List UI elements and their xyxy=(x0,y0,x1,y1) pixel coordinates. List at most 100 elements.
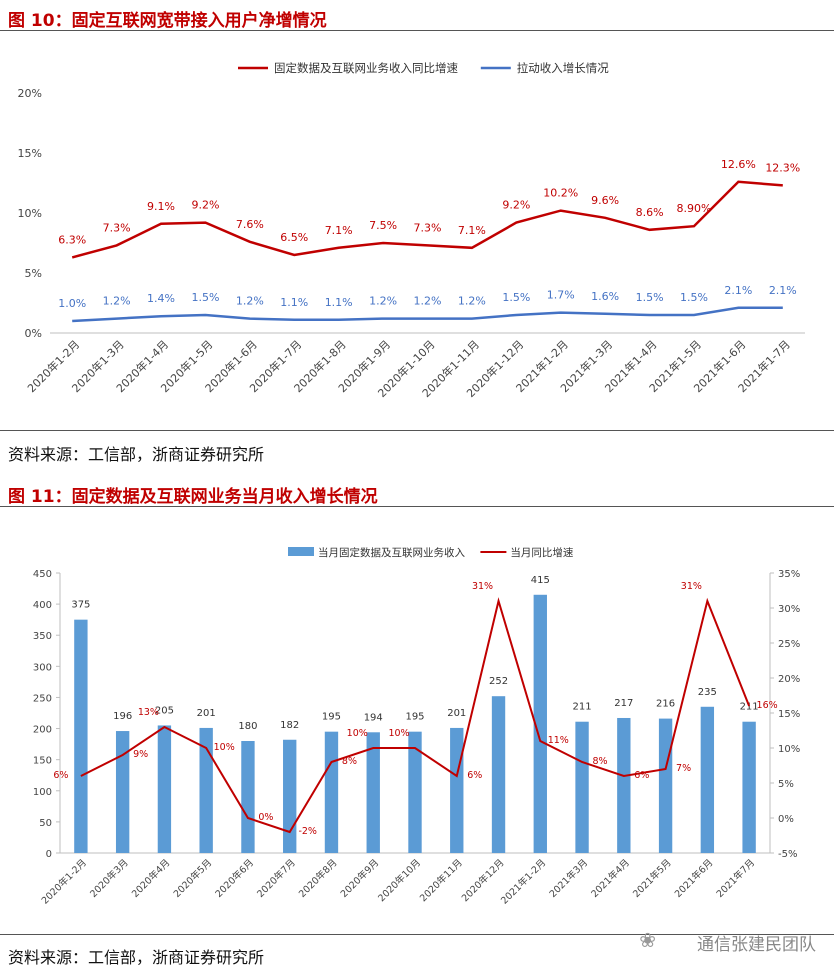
bar-value-label: 205 xyxy=(155,705,174,716)
y-right-tick-label: 35% xyxy=(778,569,800,580)
x-tick-label: 2020年3月 xyxy=(87,857,130,900)
bar-value-label: 180 xyxy=(238,721,257,732)
bar xyxy=(658,718,673,853)
x-tick-label: 2021年7月 xyxy=(714,857,757,900)
y-left-tick-label: 250 xyxy=(33,693,52,704)
growth-label: 0% xyxy=(258,812,273,823)
y-right-tick-label: -5% xyxy=(778,849,797,860)
bar xyxy=(617,717,631,853)
data-label: 12.6% xyxy=(721,158,756,171)
data-label: 1.4% xyxy=(147,292,175,305)
bar-value-label: 375 xyxy=(71,600,90,611)
bar xyxy=(491,696,506,853)
bar-value-label: 201 xyxy=(197,708,216,719)
x-tick-label: 2020年4月 xyxy=(129,857,172,900)
figure10-chart: 0%5%10%15%20%2020年1-2月2020年1-3月2020年1-4月… xyxy=(18,61,805,400)
bar xyxy=(533,594,547,853)
data-label: 12.3% xyxy=(765,161,800,174)
growth-label: 6% xyxy=(53,770,68,781)
bar xyxy=(241,741,255,853)
bar-value-label: 196 xyxy=(113,711,132,722)
growth-label: -2% xyxy=(298,826,317,837)
x-tick-label: 2021年1-2月 xyxy=(498,857,548,907)
y-left-tick-label: 200 xyxy=(33,725,52,736)
legend-bar-swatch xyxy=(288,547,314,556)
data-label: 10.2% xyxy=(543,187,578,200)
growth-label: 16% xyxy=(757,700,778,711)
bar xyxy=(366,732,380,853)
y-left-tick-label: 350 xyxy=(33,631,52,642)
x-tick-label: 2020年5月 xyxy=(171,857,214,900)
bar-value-label: 211 xyxy=(740,702,759,713)
bar xyxy=(408,731,422,853)
data-label: 7.1% xyxy=(458,224,486,237)
bar xyxy=(199,727,213,853)
x-tick-label: 2020年9月 xyxy=(338,857,381,900)
growth-label: 10% xyxy=(347,728,368,739)
x-tick-label: 2020年12月 xyxy=(459,857,507,905)
bar xyxy=(742,721,756,853)
data-label: 1.2% xyxy=(414,295,442,308)
data-label: 7.5% xyxy=(369,219,397,232)
figure11-title: 图 11：固定数据及互联网业务当月收入增长情况 xyxy=(8,487,378,507)
growth-label: 13% xyxy=(138,707,159,718)
data-label: 6.3% xyxy=(58,233,86,246)
data-label: 9.2% xyxy=(502,199,530,212)
bar-value-label: 194 xyxy=(364,712,383,723)
growth-line xyxy=(80,597,751,834)
growth-label: 6% xyxy=(634,770,649,781)
data-label: 6.5% xyxy=(280,231,308,244)
y-tick-label: 5% xyxy=(25,267,42,280)
figure11-source: 资料来源：工信部，浙商证券研究所 xyxy=(8,948,265,967)
data-label: 2.1% xyxy=(724,284,752,297)
growth-label: 9% xyxy=(133,749,148,760)
bar xyxy=(283,739,297,853)
bar xyxy=(700,706,715,853)
y-right-tick-label: 5% xyxy=(778,779,794,790)
y-left-tick-label: 450 xyxy=(33,569,52,580)
data-label: 8.6% xyxy=(636,206,664,219)
data-label: 9.6% xyxy=(591,194,619,207)
y-tick-label: 15% xyxy=(18,147,42,160)
data-label: 1.0% xyxy=(58,297,86,310)
series-line-0 xyxy=(71,180,783,259)
x-tick-label: 2021年4月 xyxy=(589,857,632,900)
data-label: 1.5% xyxy=(191,291,219,304)
x-tick-label: 2020年7月 xyxy=(255,857,298,900)
bar xyxy=(450,727,464,853)
growth-label: 7% xyxy=(676,763,691,774)
series-line-1 xyxy=(72,306,783,323)
bar xyxy=(324,731,339,853)
growth-label: 8% xyxy=(342,756,357,767)
y-left-tick-label: 50 xyxy=(39,818,52,829)
y-right-tick-label: 0% xyxy=(778,814,794,825)
figure11-top-rule xyxy=(0,506,834,507)
y-tick-label: 20% xyxy=(18,87,42,100)
y-left-tick-label: 0 xyxy=(46,849,52,860)
data-label: 1.6% xyxy=(591,290,619,303)
figure10-source: 资料来源：工信部，浙商证券研究所 xyxy=(8,445,265,464)
data-label: 1.2% xyxy=(103,295,131,308)
data-label: 1.1% xyxy=(325,296,353,309)
x-tick-label: 2020年10月 xyxy=(376,857,424,905)
watermark: 通信张建民团队 xyxy=(697,935,816,955)
bar-value-label: 235 xyxy=(698,687,717,698)
x-tick-label: 2020年11月 xyxy=(417,857,465,905)
bar-value-label: 195 xyxy=(322,712,341,723)
y-tick-label: 0% xyxy=(25,327,42,340)
figure10-bottom-rule xyxy=(0,430,834,431)
bar-value-label: 217 xyxy=(614,698,633,709)
bar-value-label: 216 xyxy=(656,699,675,710)
bar xyxy=(157,725,172,853)
y-right-tick-label: 15% xyxy=(778,709,800,720)
growth-label: 6% xyxy=(467,770,482,781)
data-label: 1.5% xyxy=(502,291,530,304)
legend-line-label: 当月同比增速 xyxy=(510,546,573,559)
data-label: 1.2% xyxy=(369,295,397,308)
data-label: 1.2% xyxy=(458,295,486,308)
y-left-tick-label: 150 xyxy=(33,756,52,767)
figure11-bottom-rule xyxy=(0,934,834,935)
wechat-icon: ❀ xyxy=(639,928,656,952)
bar xyxy=(115,731,130,853)
data-label: 7.3% xyxy=(103,221,131,234)
